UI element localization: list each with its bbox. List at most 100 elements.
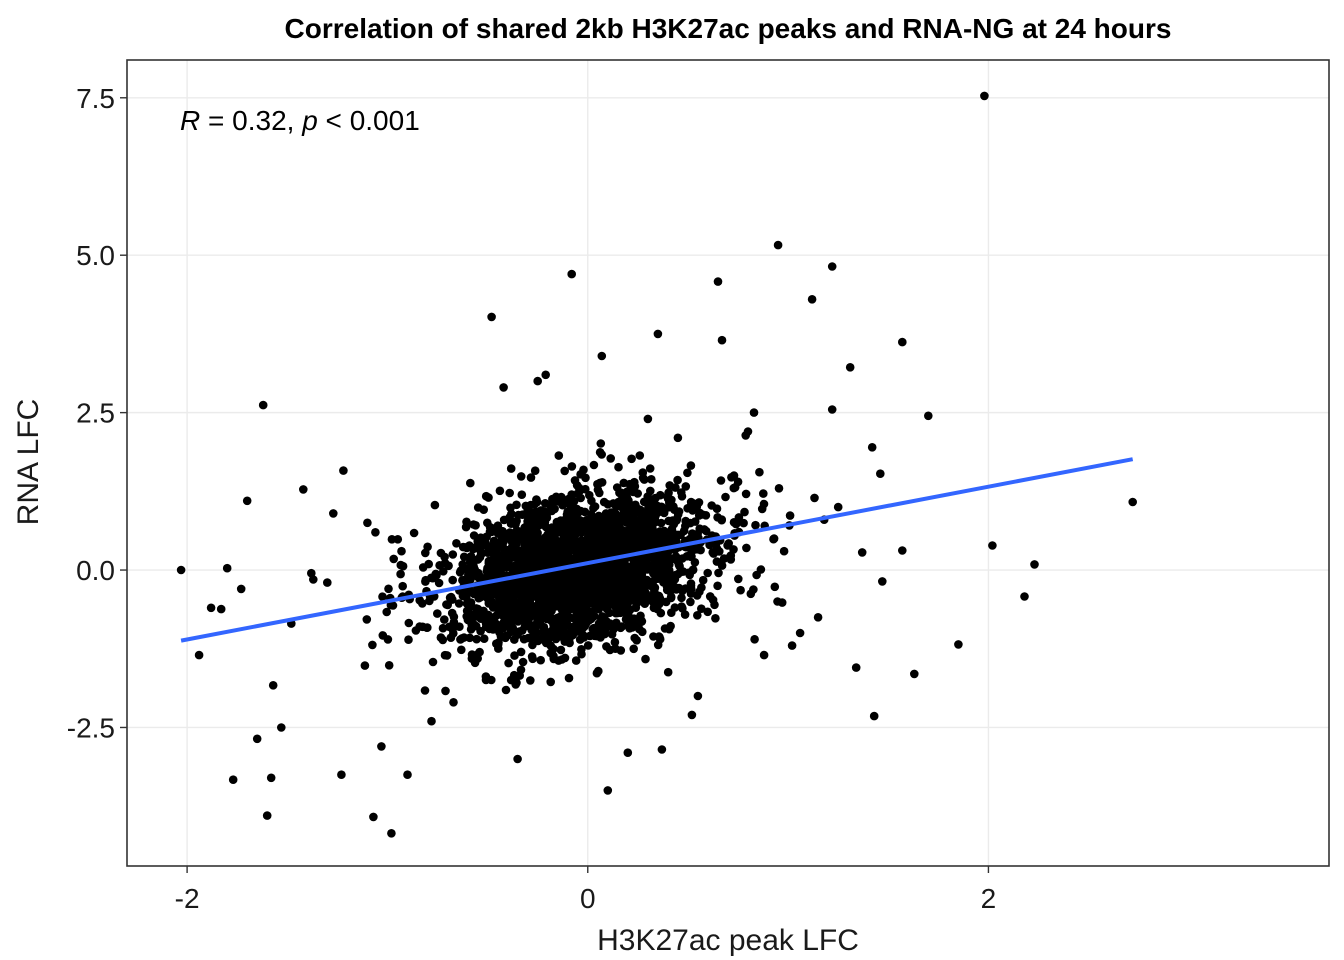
data-point: [654, 591, 664, 601]
data-point: [323, 578, 332, 587]
data-point: [630, 595, 639, 605]
data-point: [673, 433, 683, 443]
data-point: [489, 590, 498, 599]
data-point: [506, 519, 516, 528]
data-point: [499, 602, 509, 612]
data-point: [910, 669, 919, 679]
data-point: [584, 577, 593, 587]
data-point: [393, 535, 403, 544]
data-point: [578, 552, 587, 561]
data-point: [529, 541, 539, 551]
data-point: [440, 615, 449, 624]
data-point: [686, 461, 696, 470]
data-point: [539, 631, 549, 641]
data-point: [378, 592, 387, 601]
data-point: [516, 581, 525, 591]
data-point: [442, 651, 452, 660]
data-point: [470, 658, 480, 668]
data-point: [519, 612, 529, 622]
data-point: [452, 539, 461, 548]
data-point: [576, 493, 585, 503]
data-point: [547, 523, 557, 532]
data-point: [898, 337, 907, 347]
data-point: [587, 496, 596, 506]
data-point: [627, 521, 636, 531]
data-point: [546, 548, 556, 558]
data-point: [459, 552, 469, 562]
data-point: [596, 439, 606, 448]
data-point: [514, 627, 524, 636]
data-point: [619, 478, 629, 488]
data-point: [577, 645, 586, 654]
data-point: [708, 548, 717, 557]
data-point: [266, 773, 276, 783]
data-point: [457, 645, 466, 655]
data-point: [687, 710, 697, 720]
data-point: [469, 531, 479, 540]
data-point: [603, 500, 613, 509]
data-point: [721, 492, 730, 502]
data-point: [404, 618, 414, 628]
data-point: [368, 640, 377, 650]
data-point: [670, 603, 680, 612]
data-point: [505, 488, 514, 498]
r-value: = 0.32,: [200, 105, 302, 136]
data-point: [759, 489, 768, 498]
data-point: [696, 545, 705, 555]
data-point: [755, 467, 764, 477]
data-point: [586, 613, 595, 622]
data-point: [472, 610, 481, 619]
data-point: [468, 544, 478, 554]
data-point: [655, 599, 664, 609]
data-point: [731, 519, 741, 529]
data-point: [441, 686, 450, 696]
data-point: [602, 584, 612, 593]
data-point: [518, 597, 527, 607]
data-point: [596, 524, 606, 533]
data-point: [643, 414, 653, 424]
data-point: [746, 589, 756, 599]
data-point: [533, 508, 542, 517]
data-point: [595, 478, 605, 488]
data-point: [566, 546, 576, 555]
data-point: [677, 488, 686, 497]
data-point: [329, 509, 338, 518]
data-point: [729, 471, 739, 480]
data-point: [677, 593, 686, 603]
data-point: [676, 530, 685, 540]
data-point: [693, 611, 702, 620]
data-point: [518, 528, 527, 537]
data-point: [573, 544, 583, 553]
data-point: [583, 641, 593, 650]
correlation-annotation: R = 0.32, p < 0.001: [180, 105, 420, 136]
p-symbol: p: [301, 105, 318, 136]
data-point: [641, 511, 650, 521]
data-point: [614, 462, 623, 472]
data-point: [501, 685, 511, 695]
data-point: [616, 533, 626, 542]
data-point: [421, 577, 430, 586]
data-point: [604, 544, 614, 553]
data-point: [517, 490, 527, 500]
data-point: [703, 568, 712, 578]
data-point: [1020, 592, 1029, 601]
axis-ticks: -2 0 2 -2.5 0.0 2.5 5.0 7.5: [67, 83, 996, 914]
data-point: [739, 518, 748, 528]
data-point: [553, 591, 562, 601]
data-point: [759, 650, 769, 660]
data-point: [683, 468, 692, 478]
data-point: [383, 635, 393, 644]
data-point: [787, 641, 797, 650]
data-point: [396, 560, 406, 570]
data-point: [518, 657, 528, 667]
data-point: [597, 351, 607, 361]
data-point: [609, 582, 618, 591]
data-point: [646, 561, 656, 570]
data-point: [502, 631, 512, 640]
data-point: [660, 537, 669, 546]
data-point: [492, 552, 501, 561]
data-point: [579, 565, 588, 575]
data-point: [438, 623, 448, 633]
data-point: [598, 622, 607, 632]
data-point: [228, 775, 238, 784]
